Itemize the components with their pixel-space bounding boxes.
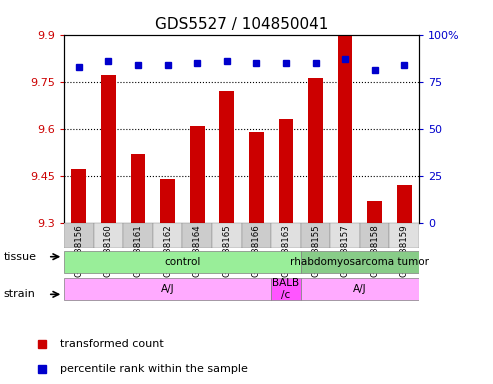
Bar: [249, 132, 264, 223]
Bar: [279, 119, 293, 223]
Text: GSM738162: GSM738162: [163, 224, 172, 277]
Bar: [101, 75, 116, 223]
Text: tissue: tissue: [3, 252, 36, 262]
FancyBboxPatch shape: [330, 223, 360, 248]
Text: control: control: [164, 257, 201, 267]
Bar: [397, 185, 412, 223]
Bar: [160, 179, 175, 223]
Text: transformed count: transformed count: [60, 339, 164, 349]
Bar: [190, 126, 205, 223]
Text: GSM738160: GSM738160: [104, 224, 113, 277]
Text: GSM738156: GSM738156: [74, 224, 83, 277]
Text: strain: strain: [3, 289, 35, 300]
Title: GDS5527 / 104850041: GDS5527 / 104850041: [155, 17, 328, 32]
Bar: [71, 169, 86, 223]
Text: GSM738157: GSM738157: [341, 224, 350, 277]
FancyBboxPatch shape: [64, 251, 301, 273]
FancyBboxPatch shape: [212, 223, 242, 248]
Text: GSM738165: GSM738165: [222, 224, 231, 277]
Text: GSM738161: GSM738161: [134, 224, 142, 277]
FancyBboxPatch shape: [301, 278, 419, 300]
FancyBboxPatch shape: [301, 251, 419, 273]
FancyBboxPatch shape: [123, 223, 153, 248]
FancyBboxPatch shape: [153, 223, 182, 248]
Text: GSM738163: GSM738163: [282, 224, 290, 277]
FancyBboxPatch shape: [64, 223, 94, 248]
Text: GSM738155: GSM738155: [311, 224, 320, 277]
Text: percentile rank within the sample: percentile rank within the sample: [60, 364, 248, 374]
Text: GSM738166: GSM738166: [252, 224, 261, 277]
Text: GSM738159: GSM738159: [400, 224, 409, 276]
FancyBboxPatch shape: [64, 278, 271, 300]
FancyBboxPatch shape: [242, 223, 271, 248]
FancyBboxPatch shape: [301, 223, 330, 248]
FancyBboxPatch shape: [271, 278, 301, 300]
Text: GSM738164: GSM738164: [193, 224, 202, 277]
FancyBboxPatch shape: [389, 223, 419, 248]
Text: GSM738158: GSM738158: [370, 224, 379, 277]
Text: A/J: A/J: [161, 284, 175, 294]
Bar: [308, 78, 323, 223]
FancyBboxPatch shape: [182, 223, 212, 248]
FancyBboxPatch shape: [271, 223, 301, 248]
FancyBboxPatch shape: [94, 223, 123, 248]
Bar: [367, 201, 382, 223]
FancyBboxPatch shape: [360, 223, 389, 248]
Text: A/J: A/J: [353, 284, 367, 294]
Bar: [219, 91, 234, 223]
Text: rhabdomyosarcoma tumor: rhabdomyosarcoma tumor: [290, 257, 429, 267]
Bar: [338, 35, 352, 223]
Bar: [131, 154, 145, 223]
Text: BALB
/c: BALB /c: [272, 278, 300, 300]
